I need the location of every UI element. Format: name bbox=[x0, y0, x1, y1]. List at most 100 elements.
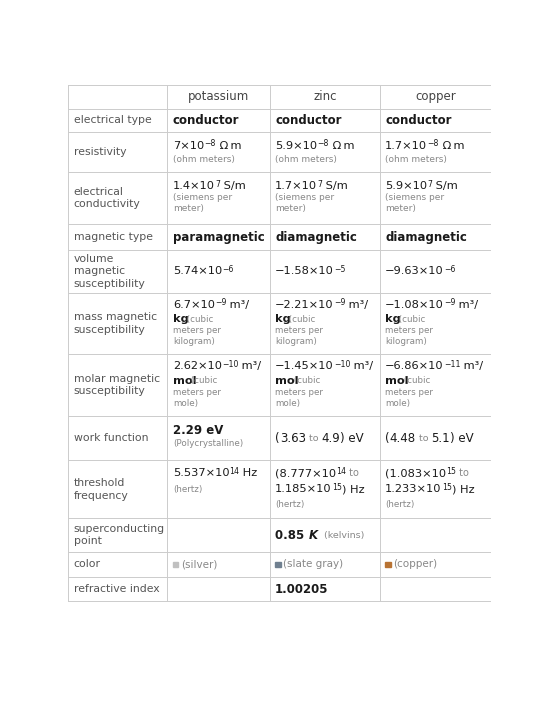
Text: mass magnetic
susceptibility: mass magnetic susceptibility bbox=[74, 312, 157, 335]
Text: m³/: m³/ bbox=[351, 362, 373, 372]
Text: resistivity: resistivity bbox=[74, 147, 126, 157]
Text: (cubic: (cubic bbox=[286, 315, 316, 323]
Text: (hertz): (hertz) bbox=[275, 500, 305, 509]
Text: volume
magnetic
susceptibility: volume magnetic susceptibility bbox=[74, 254, 145, 289]
Text: kilogram): kilogram) bbox=[385, 337, 427, 346]
Text: m³/: m³/ bbox=[226, 300, 250, 310]
Text: −11: −11 bbox=[444, 360, 460, 369]
Text: −9: −9 bbox=[215, 298, 226, 308]
Text: −6: −6 bbox=[222, 265, 234, 274]
Text: −9: −9 bbox=[334, 298, 345, 308]
Text: threshold
frequency: threshold frequency bbox=[74, 478, 128, 501]
Text: 5.1: 5.1 bbox=[431, 431, 450, 444]
Text: conductor: conductor bbox=[275, 114, 342, 127]
Text: (siemens per
meter): (siemens per meter) bbox=[173, 194, 232, 213]
Text: m³/: m³/ bbox=[345, 300, 369, 310]
Text: 7×10: 7×10 bbox=[173, 141, 204, 151]
Text: −8: −8 bbox=[204, 140, 216, 148]
Text: 1.00205: 1.00205 bbox=[275, 582, 329, 595]
Text: potassium: potassium bbox=[188, 90, 249, 103]
Text: paramagnetic: paramagnetic bbox=[173, 231, 265, 244]
Text: color: color bbox=[74, 560, 100, 570]
Text: −9: −9 bbox=[444, 298, 455, 308]
Text: magnetic type: magnetic type bbox=[74, 232, 153, 242]
Text: 15: 15 bbox=[442, 483, 452, 492]
Text: Ω m: Ω m bbox=[329, 141, 354, 151]
Text: diamagnetic: diamagnetic bbox=[385, 231, 467, 244]
Text: −6.86×10: −6.86×10 bbox=[385, 362, 444, 372]
Text: −8: −8 bbox=[317, 140, 329, 148]
Text: zinc: zinc bbox=[313, 90, 336, 103]
Text: (kelvins): (kelvins) bbox=[318, 530, 364, 540]
Text: (cubic: (cubic bbox=[290, 376, 320, 385]
Text: meters per: meters per bbox=[275, 326, 323, 335]
Text: (cubic: (cubic bbox=[183, 315, 213, 323]
Text: (hertz): (hertz) bbox=[173, 485, 202, 494]
Text: −6: −6 bbox=[444, 265, 455, 274]
Text: work function: work function bbox=[74, 433, 148, 443]
Text: 6.7×10: 6.7×10 bbox=[173, 300, 215, 310]
Text: 14: 14 bbox=[336, 466, 346, 476]
Text: 4.48: 4.48 bbox=[390, 431, 416, 444]
Text: 2.29 eV: 2.29 eV bbox=[173, 424, 223, 436]
Text: (siemens per
meter): (siemens per meter) bbox=[385, 194, 444, 213]
Text: to: to bbox=[306, 434, 321, 443]
Text: m³/: m³/ bbox=[455, 300, 479, 310]
Text: Ω m: Ω m bbox=[439, 141, 464, 151]
Text: 15: 15 bbox=[446, 466, 456, 476]
Text: Ω m: Ω m bbox=[216, 141, 241, 151]
Text: (copper): (copper) bbox=[393, 560, 437, 570]
Text: −8: −8 bbox=[428, 140, 439, 148]
Text: electrical
conductivity: electrical conductivity bbox=[74, 187, 140, 209]
Text: 5.537×10: 5.537×10 bbox=[173, 468, 229, 478]
Text: 3.63: 3.63 bbox=[280, 431, 306, 444]
Text: (slate gray): (slate gray) bbox=[283, 560, 343, 570]
Text: −1.08×10: −1.08×10 bbox=[385, 300, 444, 310]
Text: S/m: S/m bbox=[432, 182, 458, 192]
Text: molar magnetic
susceptibility: molar magnetic susceptibility bbox=[74, 374, 160, 396]
Text: 2.62×10: 2.62×10 bbox=[173, 362, 222, 372]
Text: Hz: Hz bbox=[240, 468, 258, 478]
Text: meters per: meters per bbox=[275, 388, 323, 397]
Text: kg: kg bbox=[275, 314, 291, 324]
Text: m³/: m³/ bbox=[460, 362, 483, 372]
Text: 1.185×10: 1.185×10 bbox=[275, 484, 332, 494]
Text: −1.58×10: −1.58×10 bbox=[275, 266, 334, 276]
Text: (8.777×10: (8.777×10 bbox=[275, 468, 336, 478]
Text: 7: 7 bbox=[317, 180, 322, 189]
Text: kilogram): kilogram) bbox=[275, 337, 317, 346]
Text: −2.21×10: −2.21×10 bbox=[275, 300, 334, 310]
Text: 1.233×10: 1.233×10 bbox=[385, 484, 442, 494]
Text: meters per: meters per bbox=[385, 388, 433, 397]
Text: mol: mol bbox=[275, 376, 299, 386]
Text: meters per: meters per bbox=[385, 326, 433, 335]
Text: K: K bbox=[308, 528, 318, 542]
Text: (: ( bbox=[385, 431, 390, 444]
Text: kg: kg bbox=[385, 314, 401, 324]
Text: 1.7×10: 1.7×10 bbox=[385, 141, 428, 151]
Text: (silver): (silver) bbox=[181, 560, 217, 570]
Text: 14: 14 bbox=[229, 466, 240, 476]
Text: mol: mol bbox=[173, 376, 197, 386]
Text: m³/: m³/ bbox=[238, 362, 262, 372]
Text: 1.7×10: 1.7×10 bbox=[275, 182, 317, 192]
Text: ) Hz: ) Hz bbox=[342, 484, 364, 494]
Bar bbox=[385, 562, 390, 567]
Text: 4.9: 4.9 bbox=[321, 431, 340, 444]
Text: (hertz): (hertz) bbox=[385, 500, 414, 509]
Text: S/m: S/m bbox=[322, 182, 348, 192]
Text: 0.85: 0.85 bbox=[275, 528, 308, 542]
Text: diamagnetic: diamagnetic bbox=[275, 231, 357, 244]
Text: (: ( bbox=[275, 431, 280, 444]
Text: 5.74×10: 5.74×10 bbox=[173, 266, 222, 276]
Text: −10: −10 bbox=[334, 360, 351, 369]
Text: 5.9×10: 5.9×10 bbox=[275, 141, 317, 151]
Text: (ohm meters): (ohm meters) bbox=[173, 155, 235, 164]
Text: −9.63×10: −9.63×10 bbox=[385, 266, 444, 276]
Text: electrical type: electrical type bbox=[74, 115, 151, 125]
Text: copper: copper bbox=[415, 90, 456, 103]
Text: (cubic: (cubic bbox=[396, 315, 425, 323]
Bar bbox=[173, 562, 179, 567]
Text: (cubic: (cubic bbox=[401, 376, 430, 385]
Text: (siemens per
meter): (siemens per meter) bbox=[275, 194, 334, 213]
